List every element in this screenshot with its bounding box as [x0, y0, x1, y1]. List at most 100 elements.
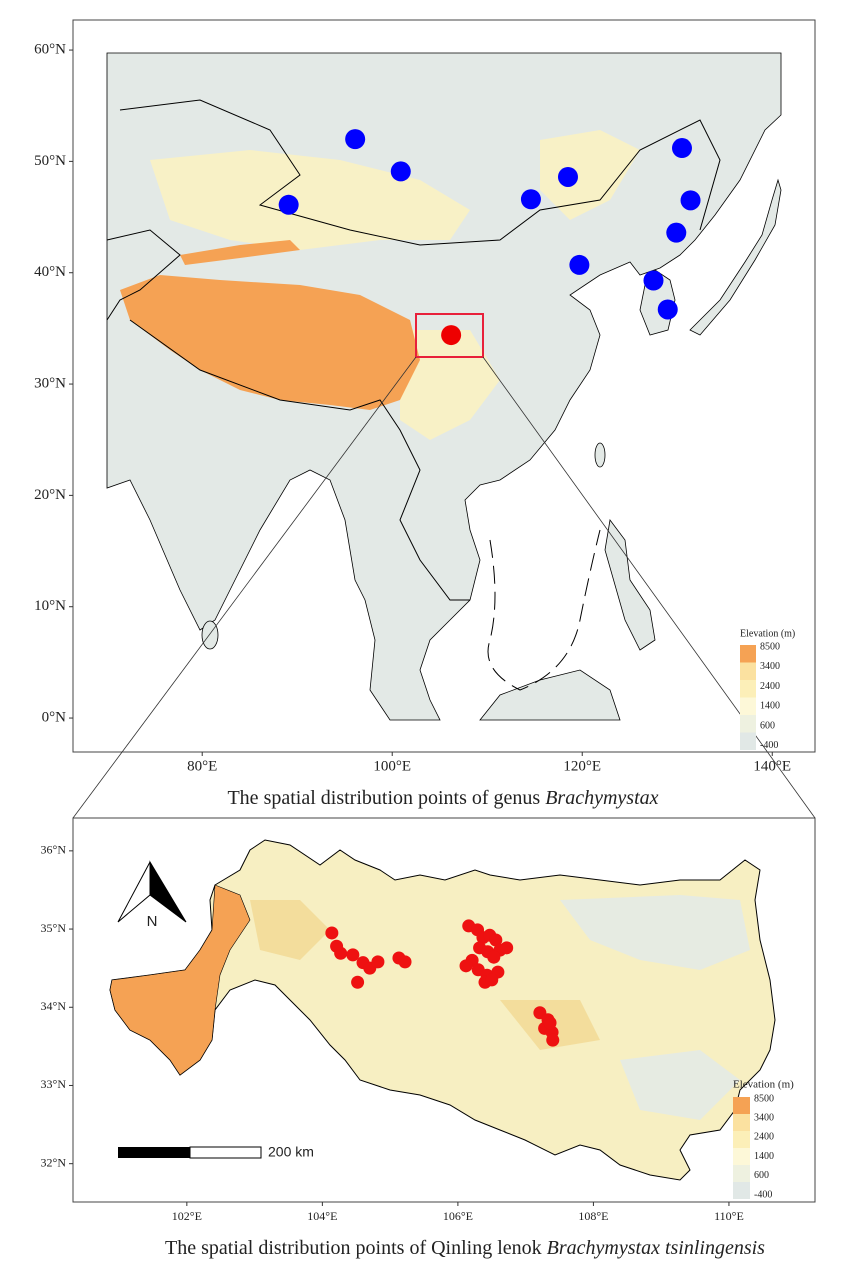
legend-label: -400: [760, 740, 778, 751]
lowland: [560, 895, 750, 1120]
legend-label: -400: [754, 1189, 772, 1200]
scale-bar-label: 200 km: [268, 1144, 314, 1160]
sample-point: [680, 190, 701, 211]
tibet: [120, 240, 420, 410]
legend-label: 600: [760, 720, 775, 731]
legend-swatch: [733, 1165, 750, 1182]
y-tick-label: 60°N: [34, 41, 66, 57]
sample-point: [398, 955, 412, 969]
legend-swatch: [733, 1114, 750, 1131]
y-tick-label: 10°N: [34, 598, 66, 614]
x-tick-label: 120°E: [563, 758, 601, 774]
sample-point: [657, 299, 678, 320]
legend-swatch: [740, 680, 756, 698]
taiwan: [594, 442, 606, 468]
scale-bar: 200 km: [118, 1144, 314, 1160]
y-tick-label: 20°N: [34, 487, 66, 503]
legend-title: Elevation (m): [733, 1079, 794, 1091]
caption-italic: Brachymystax tsinlingensis: [547, 1237, 766, 1259]
bottom-map: N 200 km: [72, 817, 816, 1203]
sample-point: [441, 325, 462, 346]
legend-swatch: [733, 1097, 750, 1114]
sample-point: [543, 1016, 557, 1030]
inset-connector: [72, 356, 417, 819]
legend-swatch: [740, 732, 756, 750]
x-tick-label: 108°E: [578, 1209, 608, 1223]
sample-point: [390, 161, 411, 182]
y-tick-label: 33°N: [41, 1077, 67, 1091]
scale-bar-white: [189, 1146, 262, 1159]
top-map: [72, 19, 816, 819]
legend-label: 8500: [760, 641, 780, 652]
border: [119, 99, 721, 246]
high-west: [109, 884, 251, 1076]
sample-point: [325, 926, 339, 940]
x-tick-label: 80°E: [187, 758, 217, 774]
inset-box: [415, 313, 484, 358]
legend-label: 600: [754, 1170, 769, 1181]
inset-connector: [482, 356, 816, 819]
sample-point: [500, 941, 514, 955]
sample-point: [334, 946, 348, 960]
sample-point: [671, 138, 692, 159]
x-tick-label: 102°E: [172, 1209, 202, 1223]
y-tick-label: 36°N: [41, 843, 67, 857]
sample-point: [371, 955, 385, 969]
sample-point: [278, 194, 299, 215]
legend-label: 8500: [754, 1093, 774, 1104]
x-tick-label: 106°E: [443, 1209, 473, 1223]
sample-point: [520, 189, 541, 210]
sample-point: [489, 933, 503, 947]
caption-text: The spatial distribution points of Qinli…: [165, 1237, 547, 1259]
sample-point: [643, 270, 664, 291]
y-tick-label: 35°N: [41, 921, 67, 935]
north-label: N: [147, 913, 158, 930]
x-tick-label: 110°E: [714, 1209, 744, 1223]
north-arrow-right: [149, 860, 187, 923]
legend-swatch: [740, 697, 756, 715]
scale-bar-black: [118, 1147, 190, 1158]
caption-text: The spatial distribution points of genus: [227, 787, 545, 809]
x-tick-label: 140°E: [753, 758, 791, 774]
caption: The spatial distribution points of Qinli…: [165, 1237, 765, 1259]
nine-dash: [487, 529, 601, 691]
sri-lanka: [201, 620, 219, 650]
north-arrow: N: [117, 860, 187, 930]
sample-point: [345, 129, 366, 150]
sample-point: [487, 950, 501, 964]
y-tick-label: 0°N: [42, 709, 66, 725]
sample-point: [351, 975, 365, 989]
legend-swatch: [733, 1182, 750, 1199]
legend-label: 2400: [754, 1132, 774, 1143]
legend-title: Elevation (m): [740, 628, 795, 639]
legend-label: 3400: [754, 1113, 774, 1124]
y-tick-label: 32°N: [41, 1155, 67, 1169]
sample-point: [546, 1033, 560, 1047]
legend-swatch: [740, 662, 756, 680]
legend-label: 3400: [760, 661, 780, 672]
border: [129, 319, 470, 601]
legend-swatch: [733, 1148, 750, 1165]
x-tick-label: 104°E: [307, 1209, 337, 1223]
legend-swatch: [740, 645, 756, 663]
legend-swatch: [733, 1131, 750, 1148]
legend-label: 1400: [754, 1151, 774, 1162]
highland: [150, 130, 640, 440]
japan: [689, 178, 782, 336]
sample-point: [485, 973, 499, 987]
x-tick-label: 100°E: [373, 758, 411, 774]
y-tick-label: 30°N: [34, 375, 66, 391]
sample-point: [569, 254, 590, 275]
y-tick-label: 34°N: [41, 999, 67, 1013]
sample-point: [557, 166, 578, 187]
legend-label: 1400: [760, 701, 780, 712]
sample-point: [346, 948, 360, 962]
philippines: [604, 519, 656, 651]
legend-label: 2400: [760, 681, 780, 692]
border: [106, 229, 181, 321]
sample-point: [459, 959, 473, 973]
y-tick-label: 40°N: [34, 264, 66, 280]
y-tick-label: 50°N: [34, 153, 66, 169]
sample-point: [666, 222, 687, 243]
